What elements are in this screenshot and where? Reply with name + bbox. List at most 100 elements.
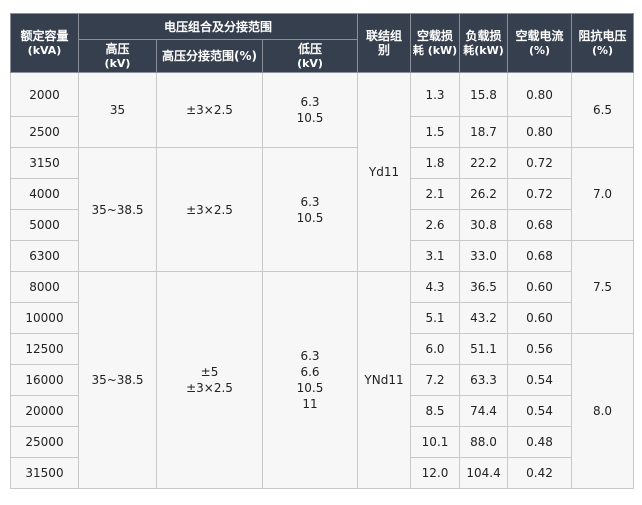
header-capacity: 额定容量 (kVA) (10, 13, 79, 73)
table-row: 16000 7.2 63.3 0.54 (10, 364, 634, 396)
tap-cell-line: ±5 (200, 365, 219, 379)
lv-cell: 6.3 10.5 (261, 147, 359, 272)
lv-cell-line: 10.5 (296, 210, 324, 225)
header-lv: 低压 (kV) (261, 39, 359, 73)
lv-cell-line: 10.5 (296, 111, 324, 125)
table-row: 8000 35~38.5 ±5 ±3×2.5 6.3 6.6 10.5 11 YNd11 4.3 3… (10, 271, 634, 489)
header-voltage-group: 电压组合及分接范围 (77, 13, 359, 40)
impedance-cell: 6.5 (571, 72, 635, 148)
load-loss-cell: 18.7 (459, 116, 509, 148)
table-row: 6300 3.1 33.0 0.68 7.5 (10, 240, 635, 334)
load-loss-cell: 63.3 (459, 364, 509, 396)
table-row: 5000 2.6 30.8 0.68 (10, 209, 634, 241)
capacity-cell: 8000 (10, 271, 79, 303)
noload-loss-cell: 5.1 (410, 302, 461, 334)
noload-loss-cell: 2.6 (410, 209, 461, 241)
noload-loss-cell: 1.8 (410, 147, 461, 179)
load-loss-cell: 88.0 (459, 426, 509, 458)
noload-current-cell: 0.48 (507, 426, 573, 458)
capacity-cell: 4000 (10, 178, 79, 210)
noload-current-cell: 0.72 (507, 147, 573, 179)
load-loss-cell: 26.2 (459, 178, 509, 210)
table-row: 4000 2.1 26.2 0.72 (10, 178, 634, 210)
load-loss-cell: 36.5 (459, 271, 509, 303)
noload-current-cell: 0.56 (507, 333, 573, 365)
header-tap: 高压分接范围(%) (156, 39, 263, 73)
noload-loss-cell: 8.5 (410, 395, 461, 427)
header-noload-current: 空载电流 (%) (507, 13, 573, 73)
load-loss-cell: 74.4 (459, 395, 509, 427)
capacity-cell: 12500 (10, 333, 79, 365)
impedance-cell: 7.5 (571, 240, 635, 334)
noload-current-cell: 0.80 (507, 116, 573, 148)
noload-current-cell: 0.60 (507, 271, 573, 303)
noload-loss-cell: 1.5 (410, 116, 461, 148)
noload-loss-cell: 2.1 (410, 178, 461, 210)
noload-loss-cell: 4.3 (410, 271, 461, 303)
table-row: 12500 6.0 51.1 0.56 8.0 (10, 333, 635, 489)
noload-current-cell: 0.80 (507, 72, 573, 117)
transformer-spec-table: 额定容量 (kVA) 电压组合及分接范围 联结组别 空载损耗 (kW) 负载损 耗(… (10, 13, 635, 489)
lv-cell-line: 6.3 (300, 349, 320, 363)
table-row: 2500 1.5 18.7 0.80 (10, 116, 634, 148)
load-loss-cell: 30.8 (459, 209, 509, 241)
table-row: 31500 12.0 104.4 0.42 (10, 457, 634, 489)
load-loss-cell: 22.2 (459, 147, 509, 179)
tap-cell: ±5 ±3×2.5 (156, 271, 263, 489)
table-row: 20000 8.5 74.4 0.54 (10, 395, 634, 427)
tap-cell-line: ±3×2.5 (186, 103, 233, 117)
capacity-cell: 6300 (10, 240, 79, 272)
table-row: 25000 10.1 88.0 0.48 (10, 426, 634, 458)
lv-cell-line: 11 (302, 397, 318, 411)
noload-current-cell: 0.42 (507, 457, 573, 489)
noload-current-cell: 0.60 (507, 302, 573, 334)
lv-cell: 6.3 6.6 10.5 11 (261, 271, 359, 489)
connection-cell: Yd11 (357, 72, 412, 272)
capacity-cell: 2000 (10, 72, 79, 117)
noload-current-cell: 0.68 (507, 240, 573, 272)
noload-loss-cell: 12.0 (410, 457, 461, 489)
noload-current-cell: 0.54 (507, 364, 573, 396)
noload-current-cell: 0.54 (507, 395, 573, 427)
capacity-cell: 5000 (10, 209, 79, 241)
capacity-cell: 31500 (10, 457, 79, 489)
table-row: 2000 35 ±3×2.5 6.3 10.5 Yd11 1.3 15.8 0.80 6.5 (10, 72, 635, 272)
hv-cell: 35 (78, 72, 157, 148)
connection-cell: YNd11 (357, 271, 412, 489)
capacity-cell: 20000 (10, 395, 79, 427)
load-loss-cell: 104.4 (459, 457, 509, 489)
load-loss-cell: 43.2 (459, 302, 509, 334)
load-loss-cell: 51.1 (459, 333, 509, 365)
noload-loss-cell: 3.1 (410, 240, 461, 272)
hv-cell: 35~38.5 (78, 147, 157, 272)
capacity-cell: 16000 (10, 364, 79, 396)
capacity-cell: 25000 (10, 426, 79, 458)
load-loss-cell: 33.0 (459, 240, 509, 272)
header-impedance: 阻抗电压 (%) (571, 13, 635, 73)
load-loss-cell: 15.8 (459, 72, 509, 117)
header-load-loss: 负载损 耗(kW) (459, 13, 509, 73)
table-row: 3150 35~38.5 ±3×2.5 6.3 10.5 1.8 22.2 0.72 7.0 (10, 147, 635, 272)
noload-loss-cell: 1.3 (410, 72, 461, 117)
noload-current-cell: 0.68 (507, 209, 573, 241)
capacity-cell: 3150 (10, 147, 79, 179)
noload-current-cell: 0.72 (507, 178, 573, 210)
lv-cell-line: 6.3 (300, 95, 320, 109)
tap-cell-line: ±3×2.5 (186, 202, 233, 217)
hv-cell: 35~38.5 (78, 271, 157, 489)
header-hv: 高压 (kV) (78, 39, 157, 73)
lv-cell-line: 10.5 (296, 381, 324, 395)
lv-cell: 6.3 10.5 (261, 72, 359, 148)
header-noload-loss: 空载损耗 (kW) (410, 13, 461, 73)
lv-cell-line: 6.3 (300, 194, 320, 209)
tap-cell: ±3×2.5 (156, 72, 263, 148)
lv-cell-line: 6.6 (300, 365, 320, 379)
tap-cell-line: ±3×2.5 (186, 381, 233, 395)
capacity-cell: 10000 (10, 302, 79, 334)
header-connection: 联结组别 (357, 13, 412, 73)
impedance-cell: 8.0 (571, 333, 635, 489)
noload-loss-cell: 7.2 (410, 364, 461, 396)
noload-loss-cell: 10.1 (410, 426, 461, 458)
capacity-cell: 2500 (10, 116, 79, 148)
noload-loss-cell: 6.0 (410, 333, 461, 365)
